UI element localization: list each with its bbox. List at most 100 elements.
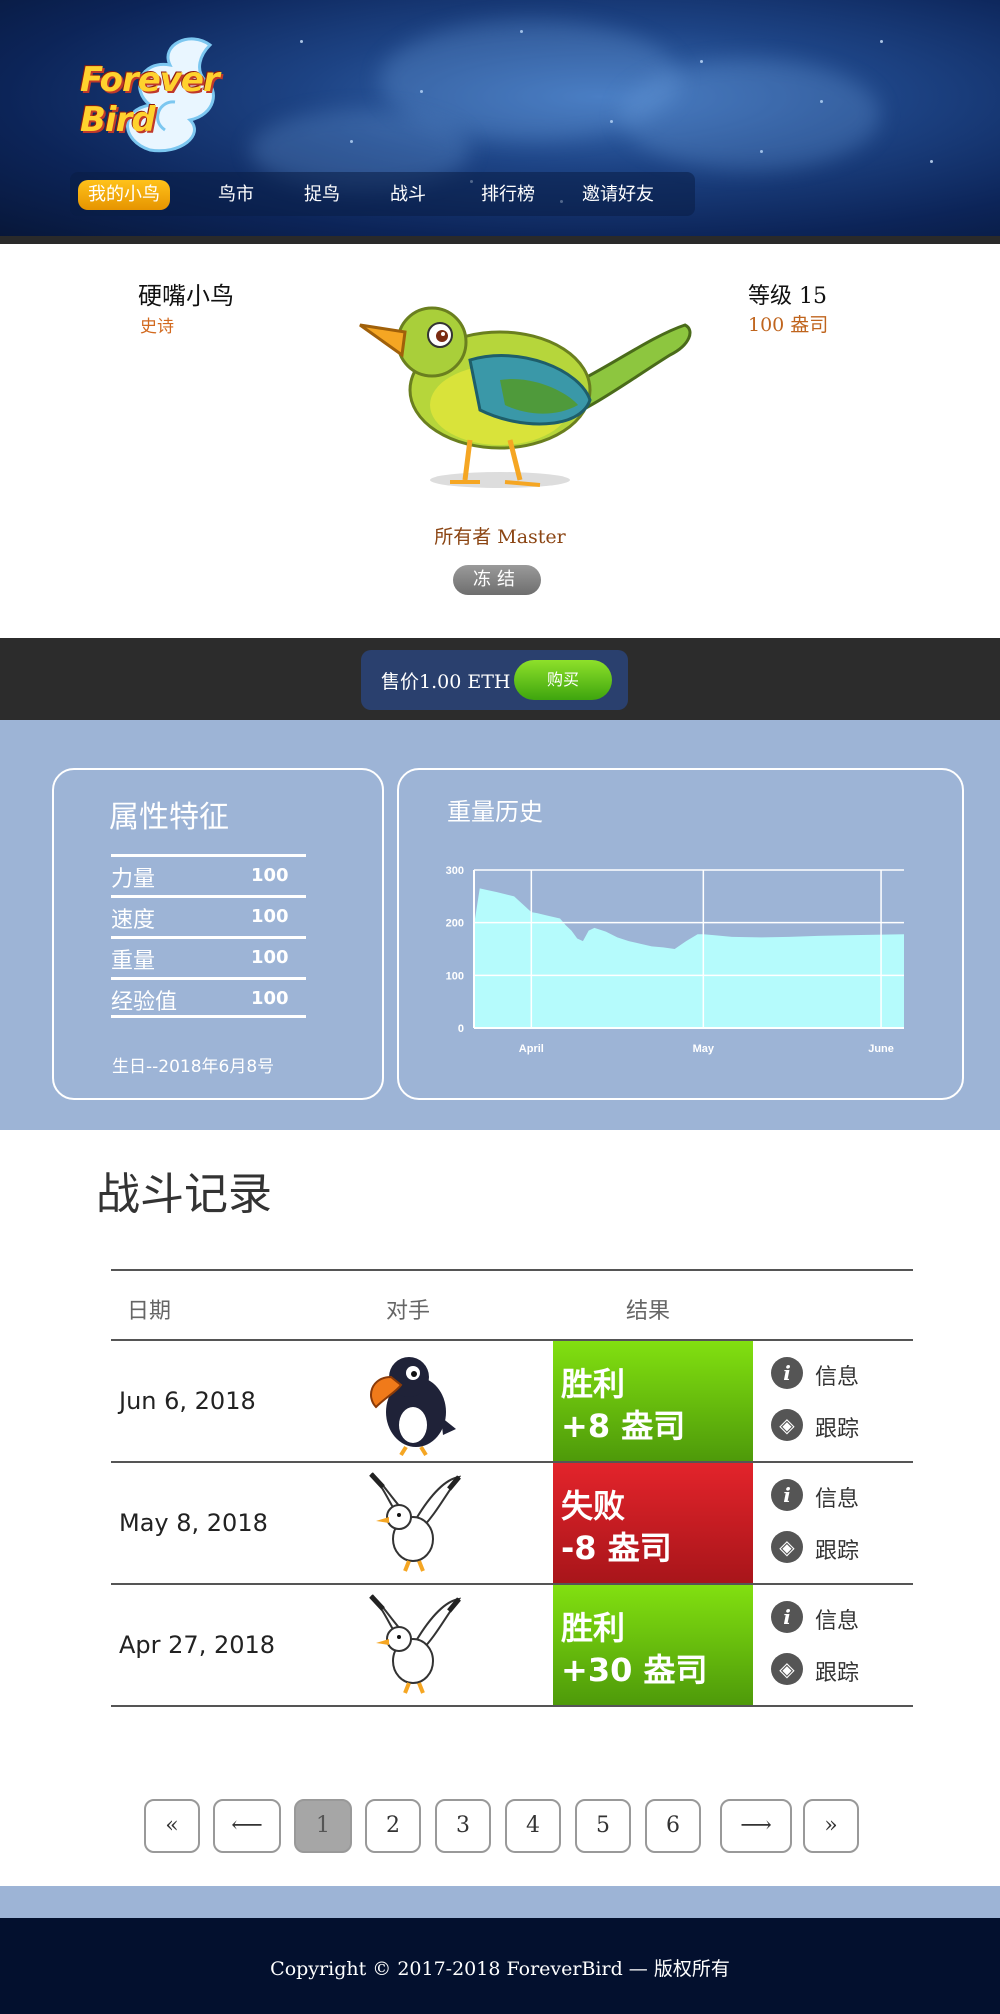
table-row: May 8, 2018 失败 -8 盎司 i 信息 ◈ 跟踪 xyxy=(111,1463,913,1585)
info-icon: i xyxy=(771,1357,803,1389)
result-coins: -8 盎司 xyxy=(561,1529,672,1567)
nav-catch-bird[interactable]: 捉鸟 xyxy=(304,184,340,205)
table-row: Apr 27, 2018 胜利 +30 盎司 i 信息 ◈ 跟踪 xyxy=(111,1585,913,1707)
first-page-button[interactable]: « xyxy=(144,1799,200,1853)
opponent-seagull-avatar[interactable] xyxy=(361,1591,462,1701)
header-divider xyxy=(0,236,1000,244)
y-tick-label: 100 xyxy=(446,970,464,982)
nav-bird-market[interactable]: 鸟市 xyxy=(218,184,254,205)
attribute-row-experience: 经验值 100 xyxy=(111,977,306,1018)
column-header-result: 结果 xyxy=(626,1299,671,1324)
logo-text: Forever Bird xyxy=(80,60,220,140)
column-header-date: 日期 xyxy=(127,1299,172,1324)
nav-battle[interactable]: 战斗 xyxy=(390,184,426,205)
attribute-row-strength: 力量 100 xyxy=(111,854,306,895)
site-header: Forever Bird 我的小鸟 鸟市 捉鸟 战斗 排行榜 邀请好友 xyxy=(0,0,1000,242)
info-label: 信息 xyxy=(815,1609,860,1634)
battle-result-win: 胜利 +8 盎司 xyxy=(553,1341,753,1461)
battle-records-title: 战斗记录 xyxy=(96,1169,272,1220)
bird-level: 等级 15 xyxy=(748,284,827,309)
nav-leaderboard[interactable]: 排行榜 xyxy=(481,184,535,205)
x-tick-label: June xyxy=(868,1043,894,1055)
opponent-seagull-avatar[interactable] xyxy=(361,1469,462,1579)
bird-coin: 100 盎司 xyxy=(748,314,829,336)
page-button-3[interactable]: 3 xyxy=(435,1799,491,1853)
page-button-2[interactable]: 2 xyxy=(365,1799,421,1853)
battle-date: May 8, 2018 xyxy=(119,1509,268,1537)
page-button-1[interactable]: 1 xyxy=(294,1799,352,1853)
next-page-button[interactable]: ⟶ xyxy=(720,1799,792,1853)
info-label: 信息 xyxy=(815,1365,860,1390)
y-tick-label: 200 xyxy=(446,918,464,930)
attribute-row-speed: 速度 100 xyxy=(111,895,306,936)
info-icon: i xyxy=(771,1479,803,1511)
battle-date: Apr 27, 2018 xyxy=(119,1631,276,1659)
opponent-toucan-avatar[interactable] xyxy=(361,1347,461,1457)
x-tick-label: May xyxy=(693,1043,715,1055)
prev-page-button[interactable]: ⟵ xyxy=(213,1799,281,1853)
y-tick-label: 0 xyxy=(458,1023,464,1035)
sale-box: 售价1.00 ETH 购买 xyxy=(361,650,628,710)
owner-label: 所有者 Master xyxy=(434,526,566,548)
y-tick-label: 300 xyxy=(446,865,464,877)
cube-icon: ◈ xyxy=(771,1531,803,1563)
track-label: 跟踪 xyxy=(815,1539,860,1564)
result-coins: +30 盎司 xyxy=(561,1651,708,1689)
result-status: 胜利 xyxy=(561,1365,626,1403)
last-page-button[interactable]: » xyxy=(803,1799,859,1853)
freeze-button[interactable]: 冻结 xyxy=(453,565,541,595)
attribute-value: 100 xyxy=(251,865,289,886)
attribute-row-weight: 重量 100 xyxy=(111,936,306,977)
battle-records-table: 日期 对手 结果 Jun 6, 2018 胜利 +8 盎司 i 信息 ◈ xyxy=(111,1269,913,1707)
battle-result-lose: 失败 -8 盎司 xyxy=(553,1463,753,1583)
nav-my-birds[interactable]: 我的小鸟 xyxy=(78,180,170,210)
weight-area-series xyxy=(474,888,904,1028)
page-button-4[interactable]: 4 xyxy=(505,1799,561,1853)
attribute-label: 重量 xyxy=(111,949,156,974)
track-label: 跟踪 xyxy=(815,1661,860,1686)
battle-result-win: 胜利 +30 盎司 xyxy=(553,1585,753,1705)
main-nav: 我的小鸟 鸟市 捉鸟 战斗 排行榜 邀请好友 xyxy=(70,172,695,216)
site-footer: Copyright © 2017-2018 ForeverBird — 版权所有 xyxy=(0,1918,1000,2014)
result-status: 失败 xyxy=(561,1487,626,1525)
attribute-value: 100 xyxy=(251,906,289,927)
logo-swirl-icon xyxy=(126,37,215,153)
x-tick-label: April xyxy=(519,1043,544,1055)
attribute-label: 力量 xyxy=(111,867,156,892)
column-header-opponent: 对手 xyxy=(386,1299,431,1324)
sale-bar: 售价1.00 ETH 购买 xyxy=(0,638,1000,720)
sale-price: 售价1.00 ETH xyxy=(381,671,511,693)
copyright-text: Copyright © 2017-2018 ForeverBird — 版权所有 xyxy=(270,1958,730,1980)
attributes-table: 力量 100 速度 100 重量 100 经验值 100 xyxy=(111,854,306,1018)
table-header: 日期 对手 结果 xyxy=(111,1269,913,1341)
cube-icon: ◈ xyxy=(771,1653,803,1685)
table-row: Jun 6, 2018 胜利 +8 盎司 i 信息 ◈ 跟踪 xyxy=(111,1341,913,1463)
battle-date: Jun 6, 2018 xyxy=(119,1387,256,1415)
forever-bird-logo[interactable]: Forever Bird xyxy=(80,20,250,160)
result-status: 胜利 xyxy=(561,1609,626,1647)
bird-image xyxy=(350,290,700,510)
footer-band xyxy=(0,1886,1000,1918)
info-label: 信息 xyxy=(815,1487,860,1512)
bird-name: 硬嘴小鸟 xyxy=(138,282,234,310)
attribute-value: 100 xyxy=(251,947,289,968)
info-icon: i xyxy=(771,1601,803,1633)
result-coins: +8 盎司 xyxy=(561,1407,686,1445)
cube-icon: ◈ xyxy=(771,1409,803,1441)
page-button-6[interactable]: 6 xyxy=(645,1799,701,1853)
page-button-5[interactable]: 5 xyxy=(575,1799,631,1853)
attributes-title: 属性特征 xyxy=(109,800,229,835)
weight-history-title: 重量历史 xyxy=(447,798,543,826)
attributes-panel: 属性特征 力量 100 速度 100 重量 100 经验值 100 生日--20… xyxy=(52,768,384,1100)
weight-history-chart: 0 100 200 300 April May June xyxy=(446,865,904,1055)
bird-rarity: 史诗 xyxy=(140,317,174,337)
birthday-label: 生日--2018年6月8号 xyxy=(112,1057,275,1077)
buy-button[interactable]: 购买 xyxy=(514,660,612,700)
attribute-label: 经验值 xyxy=(111,990,178,1015)
track-label: 跟踪 xyxy=(815,1417,860,1442)
weight-history-panel: 重量历史 0 100 200 300 April May June xyxy=(397,768,964,1100)
nav-invite-friends[interactable]: 邀请好友 xyxy=(582,184,654,205)
attribute-value: 100 xyxy=(251,988,289,1009)
stats-section: 属性特征 力量 100 速度 100 重量 100 经验值 100 生日--20… xyxy=(0,720,1000,1130)
attribute-label: 速度 xyxy=(111,908,156,933)
